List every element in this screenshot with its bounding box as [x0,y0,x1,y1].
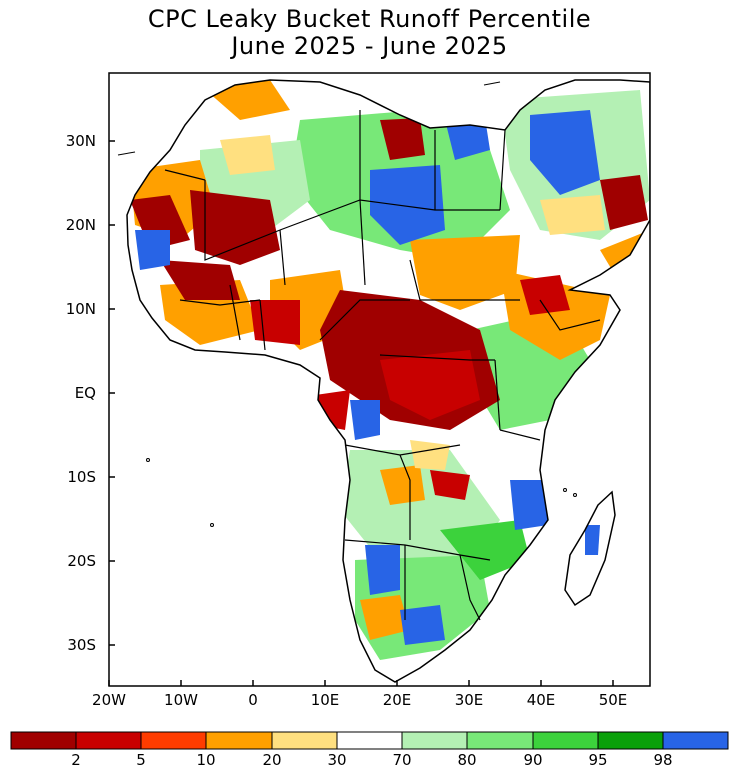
lon-label-20e: 20E [382,691,412,709]
lat-label-eq: EQ [74,384,96,402]
colorbar-bin-0 [10,731,77,750]
lon-label-40e: 40E [526,691,556,709]
colorbar-bin-2 [140,731,207,750]
colorbar-bin-4 [271,731,338,750]
lon-label-0: 0 [248,691,258,709]
colorbar-bin-10 [662,731,729,750]
lon-label-10w: 10W [164,691,198,709]
colorbar-bin-8 [532,731,599,750]
colorbar-label-95: 95 [588,751,608,769]
colorbar [10,731,729,750]
lat-label-20n: 20N [65,216,96,234]
lon-label-50e: 50E [598,691,628,709]
lat-label-30n: 30N [65,132,96,150]
lat-label-30s: 30S [67,636,96,654]
colorbar-label-80: 80 [457,751,477,769]
lon-label-30e: 30E [454,691,484,709]
colorbar-label-30: 30 [327,751,347,769]
colorbar-bin-1 [75,731,142,750]
lat-label-10n: 10N [65,300,96,318]
lon-label-10e: 10E [310,691,340,709]
colorbar-label-2: 2 [71,751,81,769]
colorbar-label-70: 70 [392,751,412,769]
colorbar-bin-5 [336,731,403,750]
colorbar-label-90: 90 [523,751,543,769]
chart-title-line2: June 2025 - June 2025 [231,32,508,60]
colorbar-label-20: 20 [262,751,282,769]
lat-label-20s: 20S [67,552,96,570]
colorbar-label-98: 98 [653,751,673,769]
chart-title-line1: CPC Leaky Bucket Runoff Percentile [147,5,592,33]
colorbar-label-5: 5 [136,751,146,769]
colorbar-bin-7 [466,731,534,750]
lon-label-20w: 20W [92,691,126,709]
lat-label-10s: 10S [67,468,96,486]
colorbar-bin-9 [597,731,664,750]
colorbar-bin-6 [401,731,468,750]
colorbar-bin-3 [205,731,273,750]
colorbar-label-10: 10 [196,751,216,769]
